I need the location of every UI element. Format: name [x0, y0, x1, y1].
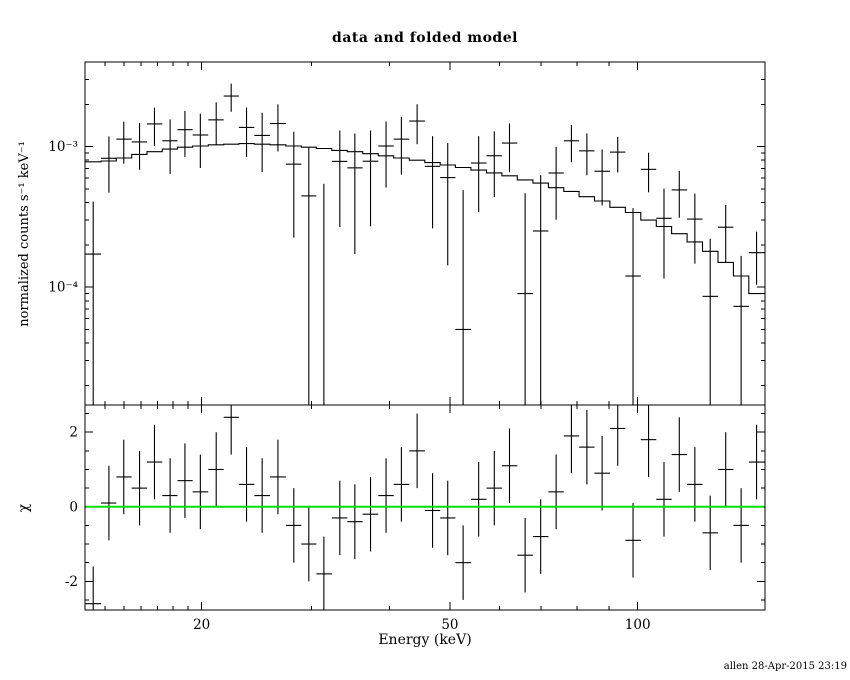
- axis-ticks: [85, 61, 765, 610]
- y-tick-label: 0: [69, 499, 78, 515]
- top-panel-frame: [84, 61, 766, 406]
- panel-frames: [84, 61, 766, 611]
- y-axis-label-bottom: χ: [16, 503, 32, 512]
- chart-title: data and folded model: [332, 30, 518, 46]
- y-tick-label: -2: [65, 574, 78, 590]
- y-tick-label: 10⁻⁴: [48, 280, 78, 296]
- x-tick-label: 50: [441, 617, 458, 633]
- residual-points: [85, 405, 765, 610]
- y-tick-label: 10⁻³: [48, 139, 78, 155]
- x-axis-label: Energy (keV): [378, 632, 471, 648]
- x-tick-label: 20: [193, 617, 210, 633]
- y-tick-label: 2: [69, 425, 78, 441]
- y-axis-label-top: normalized counts s⁻¹ keV⁻¹: [17, 141, 32, 327]
- timestamp: allen 28-Apr-2015 23:19: [724, 661, 847, 672]
- bottom-panel-frame: [84, 404, 766, 611]
- x-tick-label: 100: [625, 617, 651, 633]
- data-points-top: [85, 83, 765, 405]
